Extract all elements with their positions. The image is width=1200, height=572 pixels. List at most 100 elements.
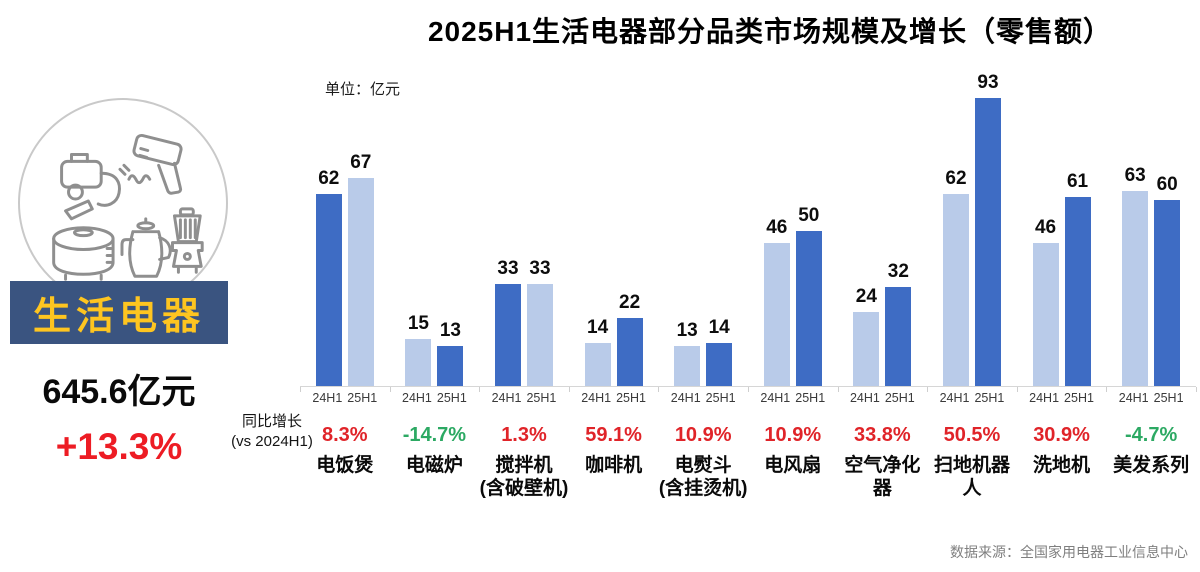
bar-24h1: 62	[315, 168, 342, 386]
axis-tick-mark	[927, 387, 928, 392]
growth-rate-value: 59.1%	[585, 424, 642, 446]
axis-tick-mark	[658, 387, 659, 392]
axis-tick-mark	[1196, 387, 1197, 392]
bar-value-label: 60	[1156, 174, 1178, 195]
bar-25h1: 61	[1064, 171, 1091, 386]
growth-rate-value: -14.7%	[402, 424, 467, 446]
bar-24h1: 46	[1032, 217, 1059, 386]
bar-24h1: 46	[763, 217, 790, 386]
bar-group: 15 13	[390, 86, 480, 386]
series-tick-labels: 24H1 25H1	[1106, 391, 1196, 405]
x-axis-tick-labels: 24H1 25H1 24H1 25H1 24H1 25H1 24H1 25H1 24H1 25H1…	[300, 391, 1196, 405]
series-tick-label: 24H1	[491, 391, 522, 405]
bar-25h1: 60	[1154, 174, 1181, 386]
growth-rate-value: 10.9%	[764, 424, 822, 446]
series-tick-label: 24H1	[402, 391, 432, 405]
category-label-line: 美发系列	[1113, 455, 1190, 476]
vacuum-cleaner-icon	[60, 152, 121, 221]
series-tick-label: 25H1	[1064, 391, 1094, 405]
axis-tick-mark	[300, 387, 301, 392]
appliance-icons	[52, 133, 204, 281]
bar-25h1: 13	[437, 320, 464, 386]
bar-25h1: 14	[706, 317, 733, 386]
bar-24h1: 14	[584, 317, 611, 386]
axis-tick-mark	[390, 387, 391, 392]
growth-rate-row: 8.3% -14.7% 1.3% 59.1% 10.9% 10.9% 33.8% 50.5% 3…	[300, 424, 1196, 447]
series-tick-label: 25H1	[347, 391, 378, 405]
bar-value-label: 93	[977, 72, 999, 93]
bar-value-label: 15	[407, 313, 429, 334]
category-label: 搅拌机 (含破壁机)	[479, 454, 569, 500]
category-badge: 生活电器	[10, 281, 228, 344]
bar-value-label: 46	[766, 217, 788, 238]
axis-tick-mark	[1106, 387, 1107, 392]
series-tick-labels: 24H1 25H1	[479, 391, 569, 405]
category-label: 美发系列	[1106, 454, 1196, 500]
series-tick-labels: 24H1 25H1	[1017, 391, 1107, 405]
bar-25h1: 33	[526, 258, 553, 386]
bar-24h1: 33	[494, 258, 521, 386]
series-tick-label: 24H1	[1118, 391, 1149, 405]
category-label-line: 空气净化器	[844, 455, 921, 500]
bar-group: 24 32	[838, 86, 928, 386]
category-label-line: 电磁炉	[405, 455, 463, 476]
bar-value-label: 46	[1034, 217, 1057, 238]
bar-25h1: 93	[974, 72, 1001, 386]
growth-row-header: 同比增长 (vs 2024H1)	[212, 412, 332, 451]
series-tick-label: 25H1	[526, 391, 557, 405]
category-label: 电饭煲	[300, 454, 390, 500]
axis-tick-mark	[838, 387, 839, 392]
bar-group: 33 33	[479, 86, 569, 386]
total-market-value: 645.6亿元	[42, 373, 196, 411]
category-label-line: (含破壁机)	[479, 478, 569, 500]
category-label-line: 电风扇	[764, 455, 822, 476]
bar-group: 46 61	[1017, 86, 1107, 386]
growth-rate-value: 50.5%	[943, 424, 1001, 446]
bar-group: 63 60	[1106, 86, 1196, 386]
bar-value-label: 63	[1124, 165, 1146, 186]
bar-value-label: 33	[529, 258, 551, 279]
series-tick-label: 25H1	[974, 391, 1005, 405]
series-tick-label: 25H1	[616, 391, 646, 405]
bar-value-label: 50	[798, 205, 820, 226]
series-tick-labels: 24H1 25H1	[838, 391, 928, 405]
bar-group: 46 50	[748, 86, 838, 386]
bar-25h1: 67	[347, 152, 374, 386]
axis-tick-mark	[479, 387, 480, 392]
appliance-icon-circle	[18, 98, 228, 308]
series-tick-labels: 24H1 25H1	[390, 391, 480, 405]
bar-24h1: 13	[674, 320, 701, 386]
series-tick-label: 24H1	[849, 391, 880, 405]
bar-24h1: 24	[853, 286, 880, 386]
bar-group: 62 67	[300, 86, 390, 386]
category-label-row: 电饭煲 电磁炉 搅拌机 (含破壁机) 咖啡机 电熨斗 (含挂烫机) 电风扇 空气净化器 扫地机器人…	[300, 454, 1196, 500]
data-source-note: 数据来源：全国家用电器工业信息中心	[950, 544, 1188, 560]
series-tick-label: 24H1	[760, 391, 791, 405]
bar-value-label: 32	[887, 261, 909, 282]
bar-25h1: 22	[616, 292, 643, 386]
bar-value-label: 22	[619, 292, 641, 313]
growth-row-header-line1: 同比增长	[241, 413, 302, 430]
axis-tick-mark	[748, 387, 749, 392]
series-tick-labels: 24H1 25H1	[658, 391, 748, 405]
category-label: 空气净化器	[838, 454, 928, 500]
category-label: 电磁炉	[390, 454, 480, 500]
category-label-line: (含挂烫机)	[658, 478, 748, 500]
bar-24h1: 63	[1122, 165, 1149, 386]
growth-row-header-line2: (vs 2024H1)	[231, 432, 313, 450]
bar-chart-plot-area: 62 67 15 13 33 33 14 22 13 14 46 50 24 32 62 93 46 61 63 60	[300, 72, 1196, 387]
category-label: 扫地机器人	[927, 454, 1017, 500]
axis-tick-mark	[1017, 387, 1018, 392]
category-label-line: 电熨斗	[674, 455, 732, 476]
blender-icon	[171, 207, 204, 274]
x-axis-ticks	[300, 387, 1197, 393]
series-tick-labels: 24H1 25H1	[569, 391, 659, 405]
bar-value-label: 61	[1066, 171, 1089, 192]
category-label: 洗地机	[1017, 454, 1107, 500]
bar-24h1: 15	[405, 313, 432, 386]
page-title: 2025H1生活电器部分品类市场规模及增长（零售额）	[427, 16, 1113, 47]
bar-value-label: 13	[439, 320, 461, 341]
bar-value-label: 24	[855, 286, 877, 307]
series-tick-label: 24H1	[312, 391, 343, 405]
